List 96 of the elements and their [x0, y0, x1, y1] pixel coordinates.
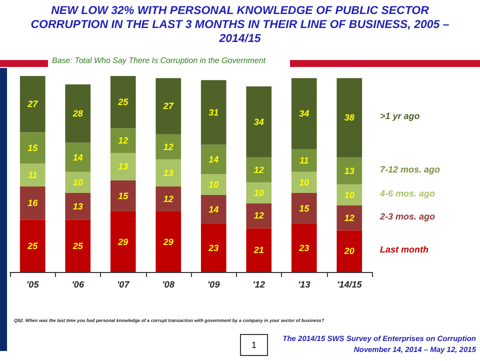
bar: [156, 78, 182, 134]
bar: [65, 220, 91, 272]
bar: [20, 132, 46, 164]
bar: [200, 224, 226, 272]
bar: [246, 157, 272, 182]
data-label: 15: [28, 142, 39, 153]
chart-subtitle: Base: Total Who Say There Is Corruption in the Government: [52, 56, 266, 65]
series-label: 4-6 mos. ago: [379, 188, 436, 198]
data-label: 12: [344, 212, 354, 223]
data-label: 14: [208, 204, 219, 214]
bar: [246, 182, 272, 204]
data-label: 29: [162, 236, 174, 247]
bar: [65, 142, 91, 172]
data-label: 29: [117, 236, 128, 247]
data-label: 13: [72, 201, 83, 212]
bar: [156, 186, 182, 212]
data-label: 28: [72, 108, 83, 119]
bar: [246, 203, 272, 228]
data-label: 12: [163, 142, 174, 152]
series-label: Last month: [380, 244, 429, 255]
bar: [156, 212, 182, 272]
bar: [336, 184, 362, 206]
x-tick-label: '08: [162, 280, 174, 290]
bar: [110, 128, 136, 154]
data-label: 34: [254, 116, 264, 127]
bar: [291, 192, 317, 224]
data-label: 12: [254, 210, 264, 221]
chart-title: NEW LOW 32% WITH PERSONAL KNOWLEDGE OF PUBLIC SECTOR CORRUPTION IN THE LAST 3 MONTHS IN THEIR LINE OF BUSINESS, 2005 – 2014/15: [30, 4, 450, 46]
data-label: 27: [26, 99, 39, 110]
bar: [336, 78, 362, 158]
x-tick-label: '12: [252, 280, 265, 290]
page-box: 1: [240, 334, 268, 356]
data-label: 10: [344, 190, 354, 200]
data-label: 25: [117, 97, 130, 108]
data-label: 10: [208, 179, 219, 190]
data-label: 11: [28, 170, 38, 180]
data-label: 13: [163, 168, 174, 178]
data-label: 25: [72, 240, 84, 251]
bar: [20, 164, 46, 187]
data-label: 14: [208, 154, 219, 164]
bar: [65, 172, 91, 193]
bar: [65, 192, 91, 220]
data-label: 23: [208, 243, 219, 254]
bar: [20, 76, 46, 132]
bar: [200, 194, 226, 224]
bar: [246, 228, 272, 272]
x-tick-label: '07: [117, 280, 130, 290]
data-label: 10: [299, 177, 310, 188]
x-tick-label: '13: [298, 280, 310, 290]
data-label: 13: [118, 162, 128, 172]
series-label: >1 yr ago: [380, 111, 420, 122]
data-label: 15: [118, 190, 130, 201]
data-label: 13: [344, 166, 354, 176]
bar: [156, 159, 182, 187]
x-tick-label: '06: [72, 280, 85, 290]
data-label: 14: [72, 152, 83, 162]
bar: [336, 205, 362, 230]
bar: [200, 174, 226, 195]
x-tick-label: '05: [26, 280, 40, 290]
bar: [110, 180, 136, 212]
bar: [20, 220, 46, 272]
bar: [246, 86, 272, 158]
bar: [200, 80, 226, 145]
data-label: 12: [118, 136, 128, 146]
data-label: 12: [254, 164, 264, 175]
bar: [291, 78, 317, 149]
bar: [200, 144, 226, 174]
data-label: 15: [299, 203, 310, 214]
data-label: 10: [72, 177, 83, 188]
bar: [291, 172, 317, 193]
bar: [291, 224, 317, 272]
data-label: 38: [344, 112, 354, 123]
data-label: 25: [26, 240, 39, 251]
data-label: 12: [163, 194, 174, 204]
x-tick-label: '14/15: [337, 280, 363, 290]
bar: [110, 212, 136, 272]
data-label: 31: [208, 107, 219, 118]
data-label: 21: [252, 245, 264, 256]
bar: [65, 84, 91, 143]
bar: [336, 230, 362, 272]
x-tick-label: '09: [208, 280, 220, 290]
bar: [156, 134, 182, 160]
data-label: 34: [299, 108, 310, 119]
bar: [336, 157, 362, 184]
bar: [291, 148, 317, 172]
data-label: 11: [299, 155, 309, 166]
bar: [110, 153, 136, 180]
bar: [20, 186, 46, 220]
data-label: 10: [254, 188, 264, 198]
bar: [110, 76, 136, 128]
data-label: 27: [162, 101, 174, 112]
data-label: 23: [298, 243, 310, 254]
series-label: 7-12 mos. ago: [380, 164, 441, 174]
data-label: 20: [343, 246, 354, 256]
data-label: 16: [28, 198, 39, 208]
series-label: 2-3 mos. ago: [379, 211, 436, 222]
